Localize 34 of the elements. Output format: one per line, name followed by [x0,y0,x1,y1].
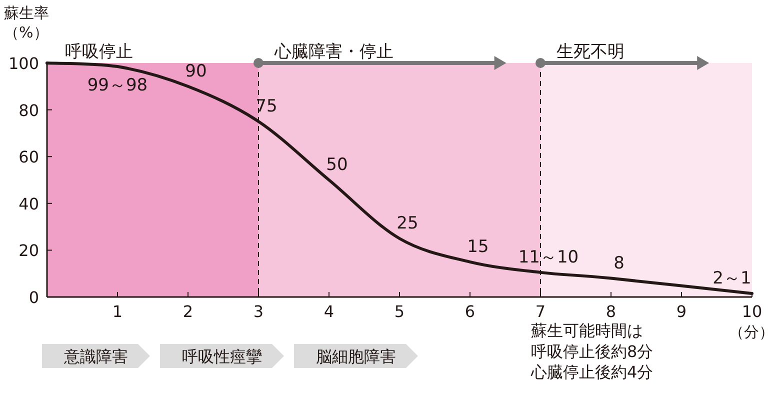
text: 脳細胞障害 [316,347,396,366]
x-tick-label: 3 [253,302,264,321]
y-tick-label: 0 [28,288,39,307]
data-label: 25 [396,214,418,234]
y-tick-label: 80 [18,100,39,120]
y-tick-label: 40 [18,194,39,214]
y-tick-label: 100 [8,54,39,73]
data-label: 11～10 [518,247,579,268]
text: 意識障害 [63,347,128,366]
x-tick-label: 7 [535,302,546,321]
x-tick-label: 10 [742,302,762,321]
x-tick-label: 1 [112,302,123,321]
y-axis-title: 蘇生率（%） [4,4,49,42]
data-label: 99～98 [87,76,148,96]
x-tick-label: 8 [606,302,616,321]
x-tick-label: 2 [182,302,194,321]
data-label: 50 [326,155,348,175]
data-label: 75 [256,96,278,116]
band-label: 心臓障害・停止 [274,42,394,62]
x-tick-label: 5 [394,302,405,321]
data-label: 2～1 [712,268,752,288]
x-axis-title: （分） [729,323,774,341]
x-tick-label: 6 [464,302,476,321]
data-label: 15 [467,236,489,257]
band-label: 生死不明 [556,42,624,62]
text: 呼吸性痙攣 [182,347,262,366]
y-tick-label: 20 [18,241,39,260]
y-tick-label: 60 [18,148,39,167]
data-label: 8 [614,253,624,274]
text: 蘇生可能時間は呼吸停止後約8分心臓停止後約4分 [530,321,654,382]
x-tick-label: 4 [324,302,334,321]
x-tick-label: 9 [676,302,687,321]
data-label: 90 [185,61,207,82]
band-label: 呼吸停止 [65,42,133,62]
